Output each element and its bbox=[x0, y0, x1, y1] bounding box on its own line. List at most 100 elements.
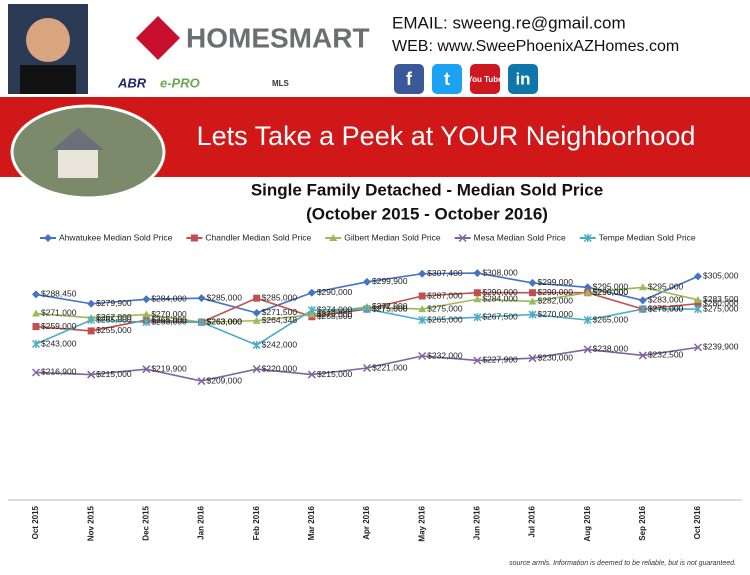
data-point bbox=[362, 363, 372, 373]
data-point bbox=[693, 305, 703, 314]
data-label: $290,000 bbox=[593, 287, 629, 297]
data-label: $271,000 bbox=[41, 308, 77, 318]
data-label: $219,900 bbox=[151, 363, 187, 373]
data-point bbox=[252, 341, 261, 350]
data-point bbox=[32, 290, 40, 299]
data-label: $275,000 bbox=[372, 303, 408, 313]
data-label: $287,000 bbox=[427, 290, 463, 300]
data-label: $230,000 bbox=[538, 352, 574, 362]
data-point bbox=[418, 351, 427, 361]
data-label: $243,000 bbox=[41, 338, 77, 348]
data-label: $239,900 bbox=[703, 342, 739, 352]
data-point bbox=[529, 289, 536, 297]
data-point bbox=[418, 269, 427, 278]
x-tick-label: Dec 2015 bbox=[141, 505, 150, 540]
data-label: $232,000 bbox=[427, 350, 463, 360]
twitter-icon[interactable] bbox=[432, 64, 462, 94]
data-label: $295,000 bbox=[593, 282, 629, 292]
data-label: $255,000 bbox=[96, 325, 132, 335]
logo-mark bbox=[136, 16, 180, 60]
linkedin-icon[interactable] bbox=[508, 64, 538, 94]
data-point bbox=[694, 272, 702, 281]
x-tick-label: Jun 2016 bbox=[472, 505, 481, 540]
youtube-label: You Tube bbox=[467, 75, 503, 84]
data-point bbox=[197, 377, 206, 386]
roof bbox=[52, 128, 104, 150]
chart-title: Single Family Detached - Median Sold Pri… bbox=[251, 180, 603, 199]
data-label: $232,500 bbox=[648, 350, 684, 360]
x-tick-label: Apr 2016 bbox=[362, 505, 371, 539]
data-label: $265,000 bbox=[151, 314, 187, 324]
x-tick-label: Oct 2016 bbox=[693, 505, 702, 539]
data-point bbox=[142, 318, 151, 327]
house bbox=[58, 148, 98, 178]
data-point bbox=[363, 277, 371, 286]
data-label: $227,900 bbox=[482, 355, 518, 365]
legend-marker bbox=[44, 234, 52, 242]
data-point bbox=[87, 315, 96, 325]
x-tick-label: Jul 2016 bbox=[528, 505, 537, 537]
data-point bbox=[32, 309, 40, 317]
x-tick-label: Feb 2016 bbox=[252, 505, 261, 540]
data-point bbox=[583, 345, 592, 354]
data-point bbox=[362, 305, 372, 314]
data-point bbox=[528, 297, 537, 305]
data-label: $264,348 bbox=[262, 315, 298, 325]
data-point bbox=[307, 288, 316, 297]
data-point bbox=[528, 354, 537, 363]
data-label: $215,000 bbox=[96, 369, 132, 379]
data-label: $221,000 bbox=[372, 362, 408, 372]
data-label: $299,900 bbox=[372, 276, 408, 286]
email: EMAIL: sweeng.re@gmail.com bbox=[392, 13, 626, 32]
data-label: $288,450 bbox=[41, 289, 77, 299]
legend-marker bbox=[458, 233, 467, 243]
data-point bbox=[197, 318, 206, 327]
badge: e-PRO bbox=[160, 75, 200, 90]
data-label: $265,000 bbox=[427, 314, 463, 324]
data-point bbox=[87, 370, 96, 379]
website: WEB: www.SweePhoenixAZHomes.com bbox=[392, 38, 679, 55]
data-label: $263,000 bbox=[151, 316, 187, 326]
data-label: $270,000 bbox=[151, 309, 187, 319]
data-point bbox=[473, 269, 482, 278]
youtube-icon[interactable] bbox=[470, 64, 500, 94]
banner-text: Lets Take a Peek at YOUR Neighborhood bbox=[197, 121, 696, 151]
data-label: $270,000 bbox=[317, 309, 353, 319]
data-label: $265,000 bbox=[96, 314, 132, 324]
legend-marker bbox=[329, 234, 338, 241]
facebook-icon[interactable] bbox=[394, 64, 424, 94]
data-point bbox=[694, 300, 702, 308]
data-label: $285,000 bbox=[207, 292, 243, 302]
data-point bbox=[142, 295, 151, 304]
data-label: $275,000 bbox=[372, 303, 408, 313]
x-tick-label: Oct 2015 bbox=[31, 505, 40, 539]
twitter-label: t bbox=[444, 69, 450, 89]
data-label: $308,000 bbox=[482, 267, 518, 277]
data-point bbox=[694, 295, 702, 303]
legend-label: Mesa Median Sold Price bbox=[474, 232, 566, 242]
data-point bbox=[142, 310, 151, 318]
data-label: $275,000 bbox=[648, 303, 684, 313]
data-label: $290,000 bbox=[593, 287, 629, 297]
data-point bbox=[253, 294, 261, 302]
data-label: $209,000 bbox=[207, 375, 243, 385]
data-label: $263,000 bbox=[207, 316, 243, 326]
data-label: $220,000 bbox=[262, 363, 298, 373]
data-label: $284,000 bbox=[151, 294, 187, 304]
x-tick-label: Jan 2016 bbox=[197, 505, 206, 539]
x-tick-label: Mar 2016 bbox=[307, 505, 316, 540]
data-label: $299,000 bbox=[538, 277, 574, 287]
data-label: $274,000 bbox=[317, 304, 353, 314]
data-point bbox=[142, 365, 151, 374]
logo-text: HOMESMART bbox=[186, 22, 370, 53]
data-label: $271,500 bbox=[262, 307, 298, 317]
data-label: $284,000 bbox=[482, 294, 518, 304]
data-label: $275,000 bbox=[648, 303, 684, 313]
data-label: $305,000 bbox=[703, 271, 739, 281]
data-label: $268,000 bbox=[317, 311, 353, 321]
data-label: $259,000 bbox=[41, 321, 77, 331]
data-label: $283,000 bbox=[648, 295, 684, 305]
linkedin-label: in bbox=[515, 69, 530, 88]
data-label: $282,000 bbox=[538, 296, 574, 306]
